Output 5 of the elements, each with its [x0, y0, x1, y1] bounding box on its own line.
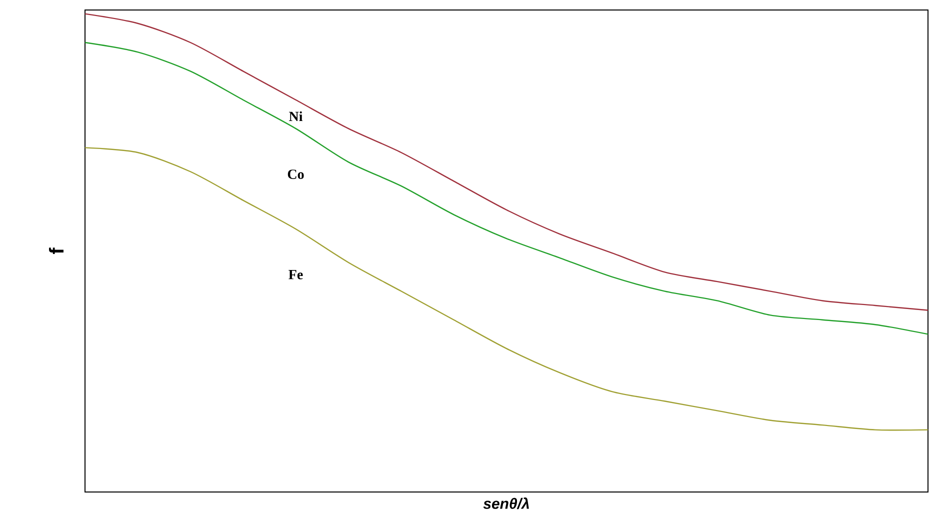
- series-label: Ni: [289, 111, 303, 122]
- y-axis-title: f: [48, 248, 64, 254]
- x-axis-title: senθ/λ: [483, 498, 529, 510]
- text: Fe: [288, 270, 303, 280]
- text: Co: [288, 170, 304, 179]
